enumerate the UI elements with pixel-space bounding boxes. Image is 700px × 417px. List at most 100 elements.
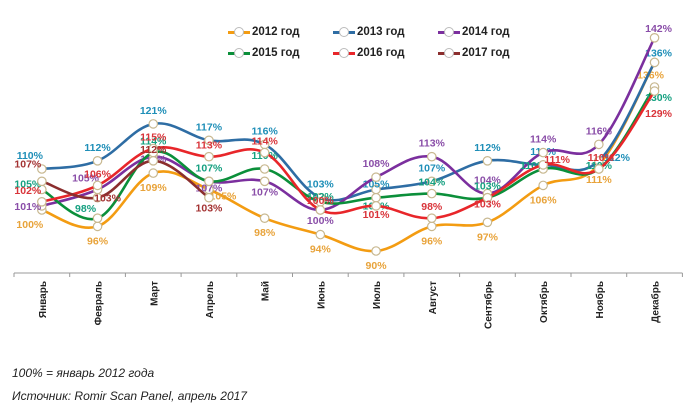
data-label: 111% [586, 174, 612, 186]
data-label: 121% [140, 105, 168, 117]
data-label: 102% [307, 191, 335, 203]
legend-marker [234, 27, 244, 37]
data-point-marker [92, 180, 103, 191]
x-tick-label: Август [428, 281, 439, 314]
data-point-marker [259, 213, 270, 223]
data-point-marker [426, 188, 437, 199]
data-point-marker [92, 213, 103, 223]
data-label: 136% [645, 47, 673, 59]
x-tick-label: Февраль [94, 281, 105, 325]
data-point-marker [92, 192, 103, 203]
data-point-marker [371, 246, 381, 256]
legend-swatch-2016 [333, 48, 355, 58]
legend-item-2017: 2017 год [438, 47, 543, 59]
data-label: 101% [14, 201, 42, 213]
data-label: 107% [196, 162, 224, 174]
legend-item-2016: 2016 год [333, 47, 438, 59]
source-note: Источник: Romir Scan Panel, апрель 2017 [12, 389, 247, 403]
legend-marker [339, 27, 349, 37]
legend-label: 2014 год [462, 26, 510, 38]
legend-label: 2013 год [357, 26, 405, 38]
data-label: 112% [140, 144, 167, 156]
data-label: 142% [645, 23, 673, 35]
data-point-marker [594, 139, 604, 150]
data-point-marker [204, 176, 214, 187]
data-point-marker [482, 156, 493, 166]
data-point-marker [315, 229, 326, 240]
data-point-marker [538, 160, 548, 170]
data-point-marker [482, 217, 493, 228]
data-label: 103% [196, 203, 224, 215]
data-label: 114% [140, 136, 167, 148]
data-label: 100% [307, 195, 335, 207]
data-point-marker [148, 168, 159, 178]
data-label: 112% [84, 142, 111, 154]
base-note: 100% = январь 2012 года [12, 366, 155, 380]
data-label: 106% [530, 194, 558, 206]
data-point-marker [259, 176, 270, 187]
data-label: 110% [588, 152, 615, 164]
data-label: 107% [418, 162, 446, 174]
x-tick-label: Март [149, 281, 160, 306]
data-point-marker [148, 119, 159, 129]
data-point-marker [37, 197, 47, 207]
data-label: 113% [196, 140, 223, 152]
data-label: 110% [17, 150, 44, 162]
data-label: 107% [251, 186, 279, 198]
data-point-marker [594, 164, 604, 174]
data-point-marker [148, 156, 159, 166]
data-label: 104% [418, 177, 446, 189]
legend-swatch-2015 [228, 48, 250, 58]
data-label: 100% [307, 215, 335, 227]
data-label: 105% [14, 179, 42, 191]
data-point-marker [92, 156, 103, 166]
data-point-marker [37, 164, 47, 174]
data-point-marker [538, 180, 548, 191]
data-point-marker [37, 176, 47, 187]
data-point-marker [538, 147, 548, 158]
legend-item-2014: 2014 год [438, 26, 543, 38]
data-label: 90% [366, 260, 388, 272]
data-label: 113% [419, 138, 446, 150]
data-label: 114% [530, 134, 557, 146]
data-label: 101% [363, 209, 391, 221]
legend-row-1: 2012 год 2013 год 2014 год [228, 22, 548, 42]
x-tick-label: Октябрь [538, 281, 550, 323]
x-tick-label: Июль [372, 281, 383, 309]
data-label: 114% [252, 136, 279, 148]
data-point-marker [649, 86, 660, 96]
x-tick-label: Сентябрь [482, 281, 494, 329]
data-point-marker [426, 221, 437, 232]
data-point-marker [148, 143, 159, 154]
data-point-marker [371, 201, 381, 211]
legend-label: 2016 год [357, 47, 405, 59]
legend-swatch-2013 [333, 27, 355, 37]
legend: 2012 год 2013 год 2014 год 2015 год 2016… [228, 22, 548, 64]
legend-row-2: 2015 год 2016 год 2017 год [228, 43, 548, 63]
legend-label: 2015 год [252, 47, 300, 59]
x-tick-label: Май [261, 281, 272, 301]
legend-marker [234, 48, 244, 58]
data-label: 98% [75, 203, 97, 215]
data-label: 112% [604, 152, 631, 164]
data-label: 98% [254, 227, 276, 239]
data-label: 106% [84, 168, 112, 180]
legend-label: 2017 год [462, 47, 510, 59]
data-label: 116% [586, 125, 613, 137]
series-line-2017 [40, 159, 211, 200]
legend-item-2015: 2015 год [228, 47, 333, 59]
data-label: 136% [637, 69, 665, 81]
x-tick-label: Ноябрь [594, 281, 606, 318]
legend-item-2013: 2013 год [333, 26, 438, 38]
data-label: 129% [645, 108, 673, 120]
data-point-marker [204, 151, 214, 162]
data-point-marker [482, 192, 493, 203]
legend-marker [339, 48, 349, 58]
data-label: 97% [477, 231, 499, 243]
data-label: 117% [196, 121, 223, 133]
series-line-2012 [40, 61, 656, 253]
data-point-marker [649, 32, 660, 43]
legend-label: 2012 год [252, 26, 300, 38]
data-label: 103% [94, 193, 122, 205]
data-point-marker [649, 57, 660, 68]
